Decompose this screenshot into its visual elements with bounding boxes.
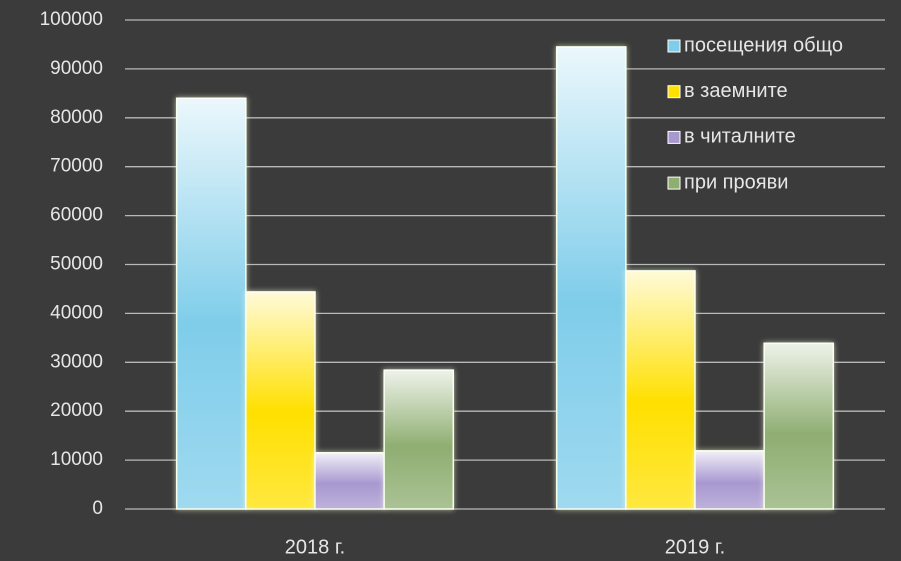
bar (175, 97, 247, 510)
bar (383, 369, 455, 510)
bar (555, 46, 627, 510)
y-tick-label: 100000 (40, 9, 103, 30)
y-tick-label: 70000 (50, 156, 103, 177)
legend-label: в заемните (684, 80, 788, 102)
y-tick-label: 90000 (50, 58, 103, 79)
legend-marker (667, 130, 681, 144)
y-tick-label: 40000 (50, 302, 103, 323)
legend-label: при прояви (684, 171, 788, 193)
y-tick-label: 0 (92, 498, 103, 519)
y-tick-label: 80000 (50, 107, 103, 128)
y-tick-label: 20000 (50, 400, 103, 421)
bar (314, 452, 385, 510)
x-tick-label: 2019 г. (665, 536, 725, 558)
legend-label: посещения общо (684, 34, 843, 56)
y-tick-label: 10000 (50, 449, 103, 470)
legend-label: в читалните (684, 126, 796, 148)
legend-marker (667, 176, 681, 190)
bar (694, 450, 765, 510)
x-tick-label: 2018 г. (285, 536, 345, 558)
y-tick-label: 50000 (50, 254, 103, 275)
y-tick-label: 30000 (50, 351, 103, 372)
y-tick-label: 60000 (50, 205, 103, 226)
bar (245, 291, 316, 510)
bar (763, 342, 835, 510)
legend-marker (667, 85, 681, 99)
legend-marker (667, 39, 681, 53)
bar (625, 270, 696, 510)
